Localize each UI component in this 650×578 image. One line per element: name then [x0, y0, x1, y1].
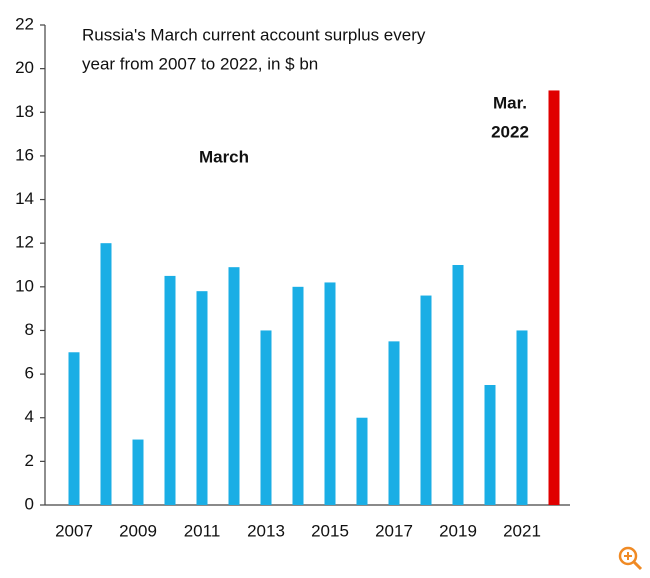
bar [68, 352, 80, 505]
annotation: 2022 [491, 122, 529, 141]
x-tick-label: 2013 [247, 521, 285, 540]
bar [484, 385, 496, 505]
y-tick-label: 6 [25, 364, 34, 383]
y-tick-label: 4 [25, 407, 34, 426]
bar [292, 286, 304, 505]
zoom-handle [632, 560, 643, 571]
y-tick-label: 12 [15, 233, 34, 252]
zoom-icon[interactable] [618, 546, 643, 571]
bar [132, 439, 144, 505]
x-tick-label: 2015 [311, 521, 349, 540]
y-tick-label: 14 [15, 189, 34, 208]
bar [324, 282, 336, 505]
x-tick-label: 2007 [55, 521, 93, 540]
x-tick-label: 2009 [119, 521, 157, 540]
bar [516, 330, 528, 505]
bar [196, 291, 208, 505]
bar [388, 341, 400, 505]
bar [356, 417, 368, 505]
bar [452, 265, 464, 505]
y-tick-label: 2 [25, 451, 34, 470]
bar [420, 295, 432, 505]
y-tick-label: 22 [15, 14, 34, 33]
bar [100, 243, 112, 505]
x-tick-label: 2017 [375, 521, 413, 540]
annotation: March [199, 147, 249, 166]
annotation: Mar. [493, 93, 527, 112]
chart-title: Russia's March current account surplus e… [82, 25, 426, 44]
bar [228, 267, 240, 505]
chart-title: year from 2007 to 2022, in $ bn [82, 54, 318, 73]
y-tick-label: 10 [15, 276, 34, 295]
bar [164, 275, 176, 505]
y-tick-label: 18 [15, 102, 34, 121]
zoom-lens [618, 546, 638, 566]
x-tick-label: 2011 [184, 521, 221, 540]
bar [548, 90, 560, 506]
y-tick-label: 20 [15, 58, 34, 77]
x-tick-label: 2019 [439, 521, 477, 540]
y-tick-label: 0 [25, 494, 34, 513]
y-tick-label: 16 [15, 145, 34, 164]
x-tick-label: 2021 [503, 521, 541, 540]
y-tick-label: 8 [25, 320, 34, 339]
bar [260, 330, 272, 505]
